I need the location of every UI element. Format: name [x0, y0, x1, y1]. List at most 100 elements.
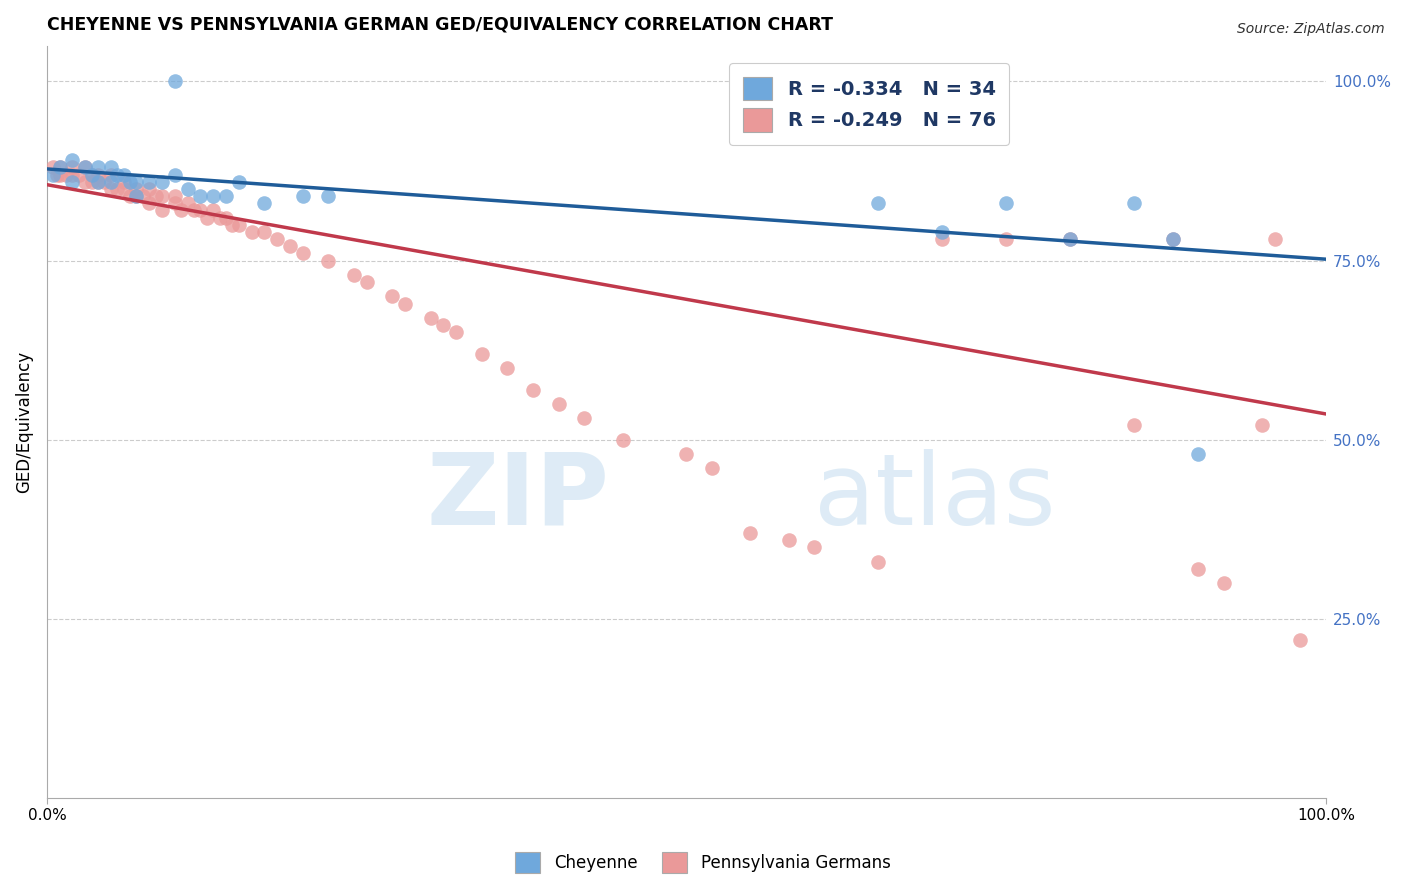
Point — [202, 203, 225, 218]
Point — [1059, 232, 1081, 246]
Point — [163, 189, 186, 203]
Point — [145, 189, 167, 203]
Point — [381, 289, 404, 303]
Point — [125, 189, 148, 203]
Point — [42, 161, 65, 175]
Point — [48, 161, 70, 175]
Point — [547, 397, 569, 411]
Point — [163, 74, 186, 88]
Point — [195, 211, 218, 225]
Point — [215, 189, 238, 203]
Point — [118, 189, 141, 203]
Point — [112, 182, 135, 196]
Point — [740, 525, 762, 540]
Point — [803, 541, 825, 555]
Point — [572, 411, 595, 425]
Point — [1187, 447, 1209, 461]
Point — [112, 168, 135, 182]
Point — [150, 189, 173, 203]
Point — [1251, 418, 1274, 433]
Point — [67, 168, 90, 182]
Point — [62, 161, 84, 175]
Point — [170, 203, 193, 218]
Point — [318, 253, 340, 268]
Point — [868, 196, 890, 211]
Point — [62, 168, 84, 182]
Point — [931, 225, 953, 239]
Point — [100, 175, 122, 189]
Point — [1187, 562, 1209, 576]
Point — [995, 196, 1018, 211]
Point — [522, 383, 544, 397]
Point — [75, 175, 97, 189]
Point — [105, 168, 128, 182]
Point — [80, 168, 103, 182]
Point — [80, 168, 103, 182]
Point — [125, 182, 148, 196]
Point — [105, 182, 128, 196]
Text: atlas: atlas — [814, 449, 1056, 546]
Point — [93, 175, 115, 189]
Text: ZIP: ZIP — [427, 449, 610, 546]
Point — [75, 161, 97, 175]
Point — [931, 232, 953, 246]
Point — [356, 275, 378, 289]
Point — [612, 433, 634, 447]
Y-axis label: GED/Equivalency: GED/Equivalency — [15, 351, 32, 493]
Point — [208, 211, 231, 225]
Point — [240, 225, 263, 239]
Point — [266, 232, 288, 246]
Point — [700, 461, 723, 475]
Point — [496, 361, 519, 376]
Point — [176, 182, 198, 196]
Point — [228, 175, 250, 189]
Point — [46, 168, 69, 182]
Point — [221, 218, 243, 232]
Point — [1123, 196, 1146, 211]
Point — [343, 268, 366, 282]
Point — [138, 175, 160, 189]
Point — [80, 175, 103, 189]
Point — [112, 175, 135, 189]
Point — [318, 189, 340, 203]
Point — [138, 182, 160, 196]
Point — [995, 232, 1018, 246]
Point — [163, 196, 186, 211]
Point — [675, 447, 697, 461]
Point — [62, 175, 84, 189]
Point — [87, 175, 110, 189]
Point — [471, 347, 494, 361]
Point — [183, 203, 205, 218]
Point — [150, 175, 173, 189]
Point — [100, 182, 122, 196]
Point — [87, 175, 110, 189]
Point — [62, 153, 84, 168]
Point — [1161, 232, 1184, 246]
Point — [125, 175, 148, 189]
Point — [228, 218, 250, 232]
Point — [1264, 232, 1286, 246]
Point — [48, 168, 70, 182]
Point — [394, 296, 416, 310]
Point — [291, 189, 314, 203]
Point — [100, 161, 122, 175]
Point — [1059, 232, 1081, 246]
Point — [202, 189, 225, 203]
Point — [1212, 576, 1234, 591]
Legend: Cheyenne, Pennsylvania Germans: Cheyenne, Pennsylvania Germans — [509, 846, 897, 880]
Point — [190, 189, 212, 203]
Point — [1161, 232, 1184, 246]
Point — [278, 239, 301, 253]
Point — [125, 189, 148, 203]
Point — [444, 326, 467, 340]
Point — [55, 168, 77, 182]
Text: Source: ZipAtlas.com: Source: ZipAtlas.com — [1237, 22, 1385, 37]
Point — [42, 168, 65, 182]
Point — [163, 168, 186, 182]
Point — [253, 196, 276, 211]
Point — [138, 196, 160, 211]
Point — [132, 189, 155, 203]
Point — [75, 161, 97, 175]
Point — [150, 203, 173, 218]
Point — [432, 318, 454, 332]
